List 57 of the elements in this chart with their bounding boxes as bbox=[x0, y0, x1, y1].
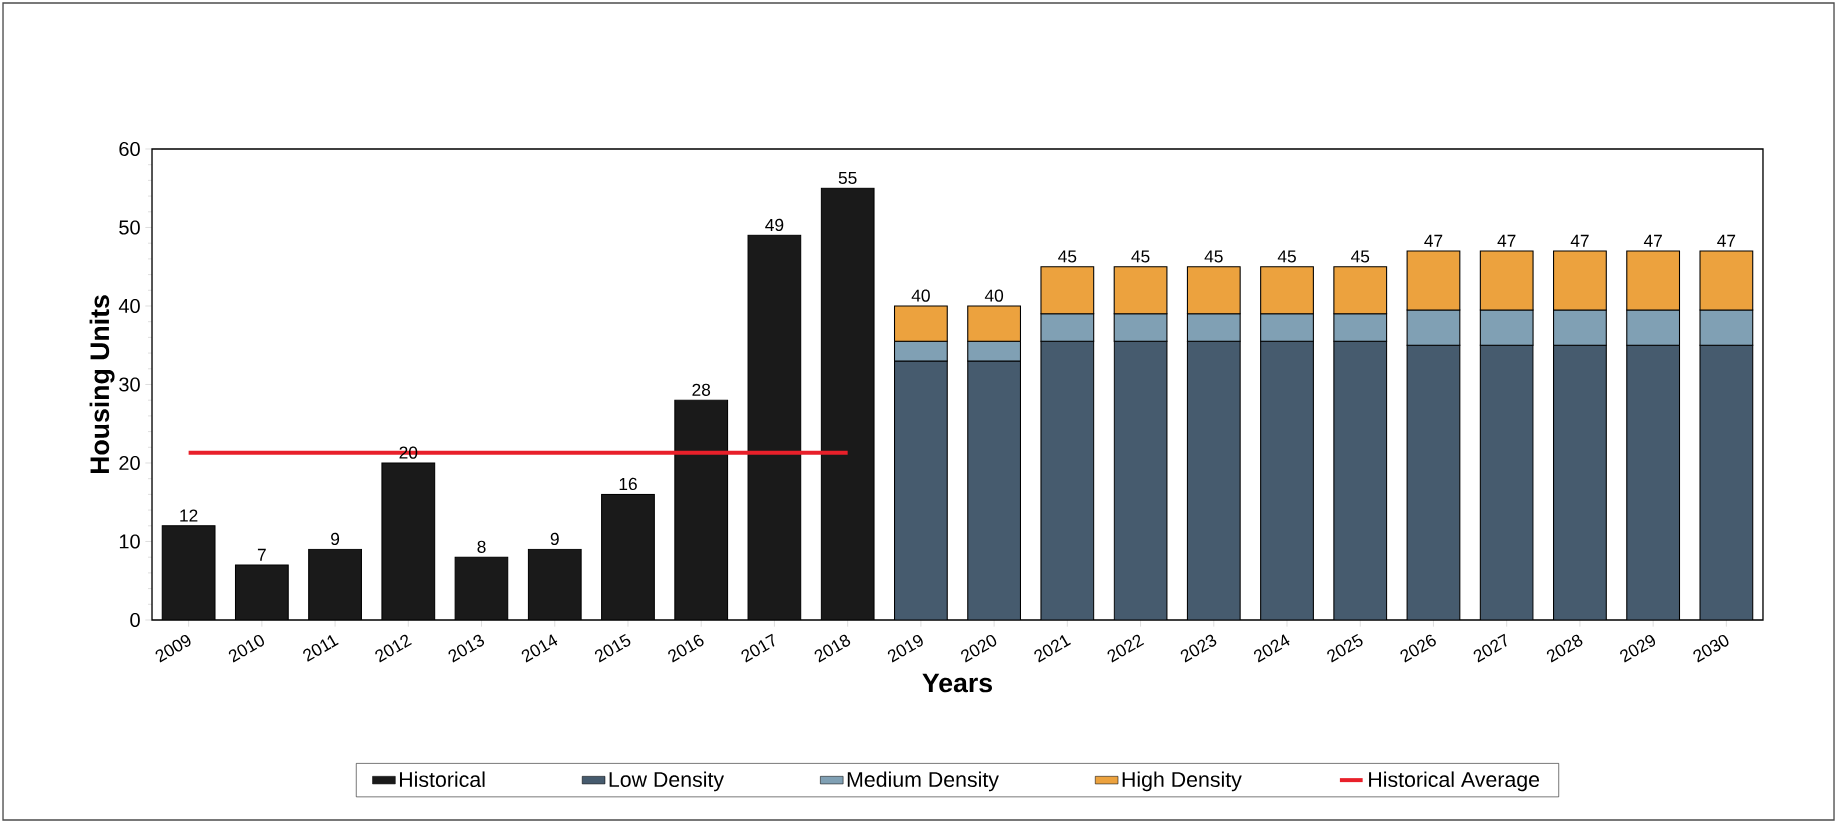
total-label: 8 bbox=[477, 540, 486, 553]
total-label: 55 bbox=[838, 171, 857, 184]
total-label: 47 bbox=[1497, 234, 1516, 247]
x-tick-label: 2028 bbox=[1546, 634, 1583, 663]
legend-label: Low Density bbox=[609, 771, 725, 792]
x-tick-label: 2030 bbox=[1693, 634, 1729, 663]
x-tick-label: 2020 bbox=[961, 634, 997, 663]
x-tick-label: 2010 bbox=[228, 634, 264, 663]
y-tick-label: 50 bbox=[119, 220, 140, 235]
y-axis-title: Housing Units bbox=[89, 295, 115, 474]
total-label: 9 bbox=[550, 532, 559, 546]
x-tick-label: 2026 bbox=[1400, 634, 1436, 663]
x-tick-label: 2013 bbox=[448, 634, 485, 663]
y-tick-label: 30 bbox=[119, 377, 140, 392]
total-label: 40 bbox=[911, 289, 930, 302]
x-tick-label: 2027 bbox=[1473, 633, 1507, 663]
x-tick-label: 2025 bbox=[1327, 633, 1363, 663]
total-label: 49 bbox=[765, 218, 784, 232]
legend-label: High Density bbox=[1122, 771, 1242, 792]
total-label: 45 bbox=[1204, 250, 1223, 263]
x-tick-label: 2017 bbox=[741, 633, 775, 663]
total-label: 47 bbox=[1717, 234, 1736, 247]
x-tick-label: 2023 bbox=[1180, 634, 1217, 663]
total-label: 40 bbox=[984, 289, 1004, 302]
x-tick-label: 2016 bbox=[668, 634, 704, 663]
legend-label: Medium Density bbox=[847, 771, 999, 792]
total-label: 16 bbox=[619, 477, 637, 491]
total-label: 45 bbox=[1058, 250, 1077, 263]
x-tick-label: 2022 bbox=[1107, 634, 1145, 663]
x-tick-label: 2019 bbox=[887, 634, 923, 663]
x-tick-label: 2014 bbox=[521, 634, 558, 663]
x-tick-label: 2009 bbox=[155, 634, 191, 663]
x-tick-label: 2018 bbox=[814, 634, 851, 663]
y-tick-label: 0 bbox=[130, 612, 140, 628]
x-tick-label: 2029 bbox=[1620, 634, 1656, 663]
y-tick-label: 60 bbox=[119, 141, 140, 157]
x-tick-label: 2021 bbox=[1034, 635, 1071, 663]
total-label: 47 bbox=[1643, 234, 1662, 247]
x-tick-label: 2012 bbox=[375, 634, 412, 663]
legend-label: Historical Average bbox=[1369, 771, 1540, 792]
total-label: 28 bbox=[692, 383, 711, 396]
x-tick-label: 2015 bbox=[594, 633, 631, 663]
legend-label: Historical bbox=[399, 771, 485, 788]
x-axis-title: Years bbox=[922, 673, 992, 693]
total-label: 47 bbox=[1424, 234, 1443, 247]
total-label: 47 bbox=[1570, 234, 1589, 247]
y-tick-label: 20 bbox=[119, 455, 140, 471]
total-label: 7 bbox=[257, 548, 266, 561]
y-tick-label: 10 bbox=[119, 534, 140, 549]
x-tick-label: 2011 bbox=[303, 635, 339, 662]
total-label: 45 bbox=[1131, 250, 1150, 263]
total-label: 9 bbox=[331, 532, 340, 546]
total-label: 12 bbox=[180, 509, 198, 522]
x-tick-label: 2024 bbox=[1253, 634, 1290, 663]
y-tick-label: 40 bbox=[118, 298, 140, 314]
total-label: 45 bbox=[1277, 250, 1296, 263]
total-label: 45 bbox=[1351, 250, 1370, 263]
